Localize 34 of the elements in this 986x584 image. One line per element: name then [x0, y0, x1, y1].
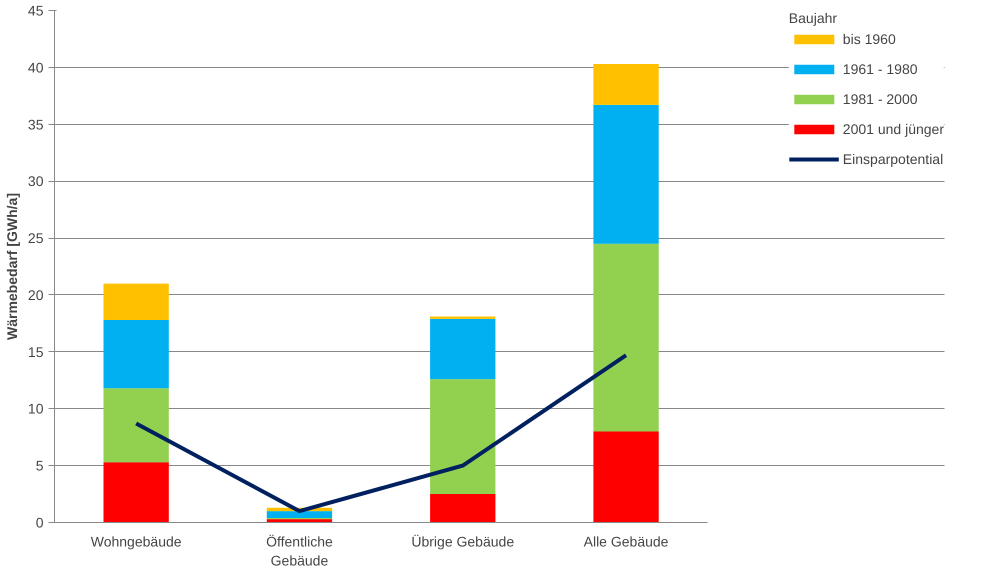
- y-tick-label: 0: [36, 514, 44, 530]
- legend-label: Einsparpotential: [842, 151, 944, 167]
- bar: [593, 431, 659, 522]
- bar: [430, 318, 496, 380]
- y-tick-label: 10: [28, 400, 44, 417]
- x-tick-label: Wohngebäude: [90, 534, 182, 550]
- bar: [430, 379, 496, 494]
- y-tick-label: 5: [36, 458, 44, 474]
- x-tick-label: Öffentliche Gebäude: [266, 534, 334, 569]
- legend-title: Baujahr: [788, 10, 838, 26]
- y-tick-label: 40: [28, 59, 44, 76]
- x-tick-label: Alle Gebäude: [584, 534, 669, 550]
- y-tick-label: 25: [28, 230, 44, 246]
- legend-label: 2001 und jünger: [842, 121, 944, 137]
- bar: [103, 462, 169, 522]
- bar: [103, 320, 169, 388]
- y-tick-label: 30: [28, 173, 44, 190]
- bar: [593, 244, 659, 432]
- y-axis-title: Wärmebedarf [GWh/a]: [4, 192, 20, 340]
- bar: [266, 511, 332, 518]
- bar: [593, 104, 659, 244]
- y-tick-label: 20: [28, 286, 44, 303]
- y-tick-label: 45: [28, 2, 44, 18]
- legend-label: bis 1960: [842, 31, 896, 47]
- y-tick-label: 35: [28, 116, 44, 132]
- bar: [103, 284, 169, 320]
- legend-label: 1981 - 2000: [842, 91, 918, 107]
- bar: [103, 388, 169, 462]
- bar: [430, 494, 496, 522]
- legend-label: 1961 - 1980: [842, 61, 918, 77]
- y-tick-label: 15: [28, 344, 44, 360]
- x-tick-label: Übrige Gebäude: [411, 534, 514, 550]
- line-series: [134, 353, 628, 514]
- bar: [593, 64, 659, 105]
